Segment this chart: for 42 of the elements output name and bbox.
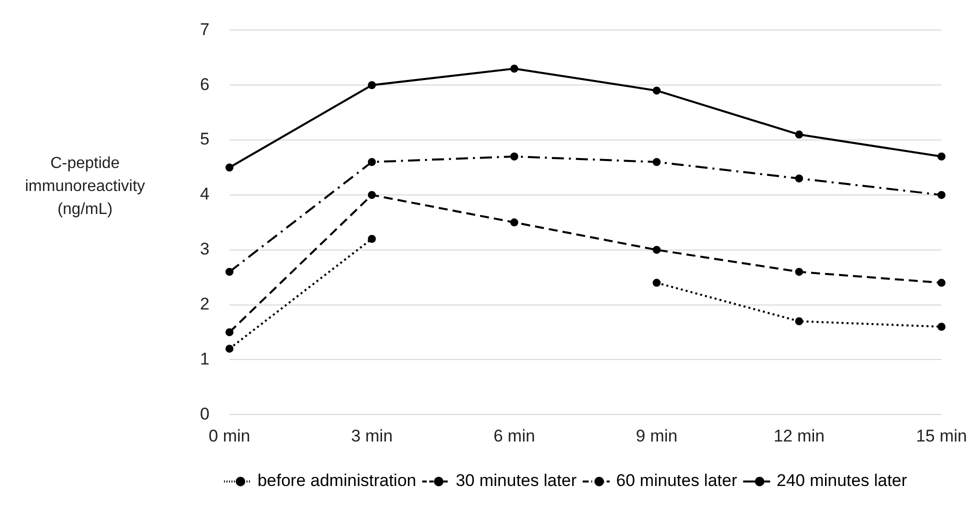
legend-label: before administration xyxy=(257,471,416,490)
point xyxy=(225,344,234,353)
y-tick-label: 4 xyxy=(200,184,210,204)
point xyxy=(368,234,376,243)
point xyxy=(652,86,661,95)
x-tick-label: 3 min xyxy=(351,426,393,446)
point xyxy=(510,64,518,73)
x-tick-label: 12 min xyxy=(774,426,825,446)
x-tick-label: 15 min xyxy=(916,426,968,446)
point xyxy=(225,268,234,276)
point xyxy=(225,163,234,172)
legend-label: 240 minutes later xyxy=(776,471,908,490)
y-tick-label: 0 xyxy=(200,404,210,424)
point xyxy=(795,317,804,326)
point xyxy=(368,158,376,166)
y-tick-label: 7 xyxy=(200,20,210,39)
point xyxy=(510,152,518,161)
point xyxy=(795,130,804,139)
point xyxy=(795,174,804,182)
x-tick-label: 9 min xyxy=(636,426,678,446)
point xyxy=(225,328,234,336)
point xyxy=(652,158,661,166)
legend-label: 30 minutes later xyxy=(456,471,578,490)
point xyxy=(652,246,661,254)
point xyxy=(937,278,946,287)
legend-label: 60 minutes later xyxy=(616,471,738,490)
y-axis-title: C-peptide immunoreactivity (ng/mL) xyxy=(24,154,146,220)
point xyxy=(795,268,804,276)
y-tick-label: 1 xyxy=(200,349,210,368)
point xyxy=(510,218,518,226)
x-tick-label: 0 min xyxy=(208,426,250,446)
point xyxy=(937,190,946,199)
point xyxy=(937,152,946,161)
point xyxy=(652,278,661,287)
point xyxy=(368,190,376,199)
y-tick-label: 3 xyxy=(200,240,210,259)
point xyxy=(937,322,946,331)
point xyxy=(368,81,376,90)
y-tick-label: 6 xyxy=(200,74,210,94)
x-tick-label: 6 min xyxy=(493,426,536,446)
y-tick-label: 5 xyxy=(200,130,210,149)
y-tick-label: 2 xyxy=(200,294,210,314)
